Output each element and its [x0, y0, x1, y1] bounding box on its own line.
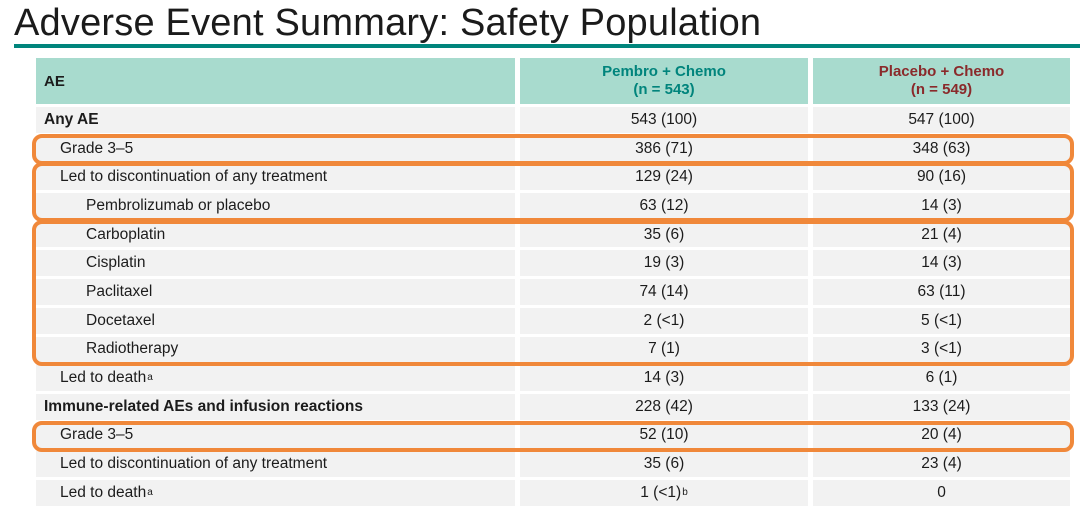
column-header-placebo-label: Placebo + Chemo: [878, 62, 1005, 80]
table-body: Any AE 543 (100) 547 (100) Grade 3–5 386…: [36, 107, 1070, 506]
table-row: Radiotherapy 7 (1) 3 (<1): [36, 336, 1070, 363]
placebo-value-cell: 21 (4): [813, 221, 1070, 248]
placebo-value-cell: 14 (3): [813, 193, 1070, 219]
ae-label-cell: Paclitaxel: [36, 279, 515, 305]
table-row: Led to death a 1 (<1) b 0: [36, 479, 1070, 506]
column-header-placebo-n: (n = 549): [910, 81, 973, 98]
table-row: Immune-related AEs and infusion reaction…: [36, 393, 1070, 420]
pembro-value-cell: 1 (<1) b: [520, 479, 808, 506]
column-header-pembro-n: (n = 543): [633, 81, 695, 98]
ae-label-cell: Led to discontinuation of any treatment: [36, 164, 515, 191]
adverse-event-table: AE Pembro + Chemo (n = 543) Placebo + Ch…: [32, 58, 1074, 509]
column-header-ae-label: AE: [44, 72, 65, 90]
ae-label-cell: Immune-related AEs and infusion reaction…: [36, 393, 515, 420]
table-row: Grade 3–5 52 (10) 20 (4): [36, 422, 1070, 449]
pembro-value-cell: 63 (12): [520, 193, 808, 219]
table-row: Paclitaxel 74 (14) 63 (11): [36, 279, 1070, 305]
pembro-value-cell: 543 (100): [520, 107, 808, 133]
table-row: Carboplatin 35 (6) 21 (4): [36, 221, 1070, 248]
ae-label-cell: Led to discontinuation of any treatment: [36, 451, 515, 477]
pembro-value-cell: 129 (24): [520, 164, 808, 191]
placebo-value-cell: 547 (100): [813, 107, 1070, 133]
placebo-value-cell: 348 (63): [813, 135, 1070, 162]
page-title: Adverse Event Summary: Safety Population: [14, 2, 762, 44]
column-header-placebo-chemo: Placebo + Chemo (n = 549): [813, 58, 1070, 104]
table-row: Docetaxel 2 (<1) 5 (<1): [36, 307, 1070, 334]
table-row: Any AE 543 (100) 547 (100): [36, 107, 1070, 133]
ae-label-cell: Led to death a: [36, 365, 515, 391]
pembro-value-cell: 35 (6): [520, 451, 808, 477]
pembro-value-cell: 14 (3): [520, 365, 808, 391]
column-header-pembro-chemo: Pembro + Chemo (n = 543): [520, 58, 808, 104]
placebo-value-cell: 3 (<1): [813, 336, 1070, 363]
placebo-value-cell: 90 (16): [813, 164, 1070, 191]
ae-label-cell: Grade 3–5: [36, 422, 515, 449]
pembro-value-cell: 74 (14): [520, 279, 808, 305]
pembro-value-cell: 228 (42): [520, 393, 808, 420]
ae-label-cell: Led to death a: [36, 479, 515, 506]
placebo-value-cell: 0: [813, 479, 1070, 506]
title-underline-rule: [14, 44, 1080, 48]
placebo-value-cell: 5 (<1): [813, 307, 1070, 334]
placebo-value-cell: 14 (3): [813, 250, 1070, 277]
ae-label-cell: Pembrolizumab or placebo: [36, 193, 515, 219]
table-row: Grade 3–5 386 (71) 348 (63): [36, 135, 1070, 162]
pembro-value-cell: 386 (71): [520, 135, 808, 162]
placebo-value-cell: 63 (11): [813, 279, 1070, 305]
placebo-value-cell: 133 (24): [813, 393, 1070, 420]
ae-label-cell: Cisplatin: [36, 250, 515, 277]
pembro-value-cell: 7 (1): [520, 336, 808, 363]
ae-label-cell: Radiotherapy: [36, 336, 515, 363]
table-header-row: AE Pembro + Chemo (n = 543) Placebo + Ch…: [36, 58, 1070, 104]
column-header-pembro-label: Pembro + Chemo: [602, 62, 726, 80]
pembro-value-cell: 52 (10): [520, 422, 808, 449]
pembro-value-cell: 19 (3): [520, 250, 808, 277]
placebo-value-cell: 6 (1): [813, 365, 1070, 391]
placebo-value-cell: 23 (4): [813, 451, 1070, 477]
table-row: Led to death a 14 (3) 6 (1): [36, 365, 1070, 391]
ae-label-cell: Grade 3–5: [36, 135, 515, 162]
ae-label-cell: Any AE: [36, 107, 515, 133]
table-row: Led to discontinuation of any treatment …: [36, 164, 1070, 191]
placebo-value-cell: 20 (4): [813, 422, 1070, 449]
column-header-ae: AE: [36, 58, 515, 104]
pembro-value-cell: 2 (<1): [520, 307, 808, 334]
pembro-value-cell: 35 (6): [520, 221, 808, 248]
table-row: Cisplatin 19 (3) 14 (3): [36, 250, 1070, 277]
table-row: Pembrolizumab or placebo 63 (12) 14 (3): [36, 193, 1070, 219]
ae-label-cell: Carboplatin: [36, 221, 515, 248]
table-row: Led to discontinuation of any treatment …: [36, 451, 1070, 477]
ae-label-cell: Docetaxel: [36, 307, 515, 334]
